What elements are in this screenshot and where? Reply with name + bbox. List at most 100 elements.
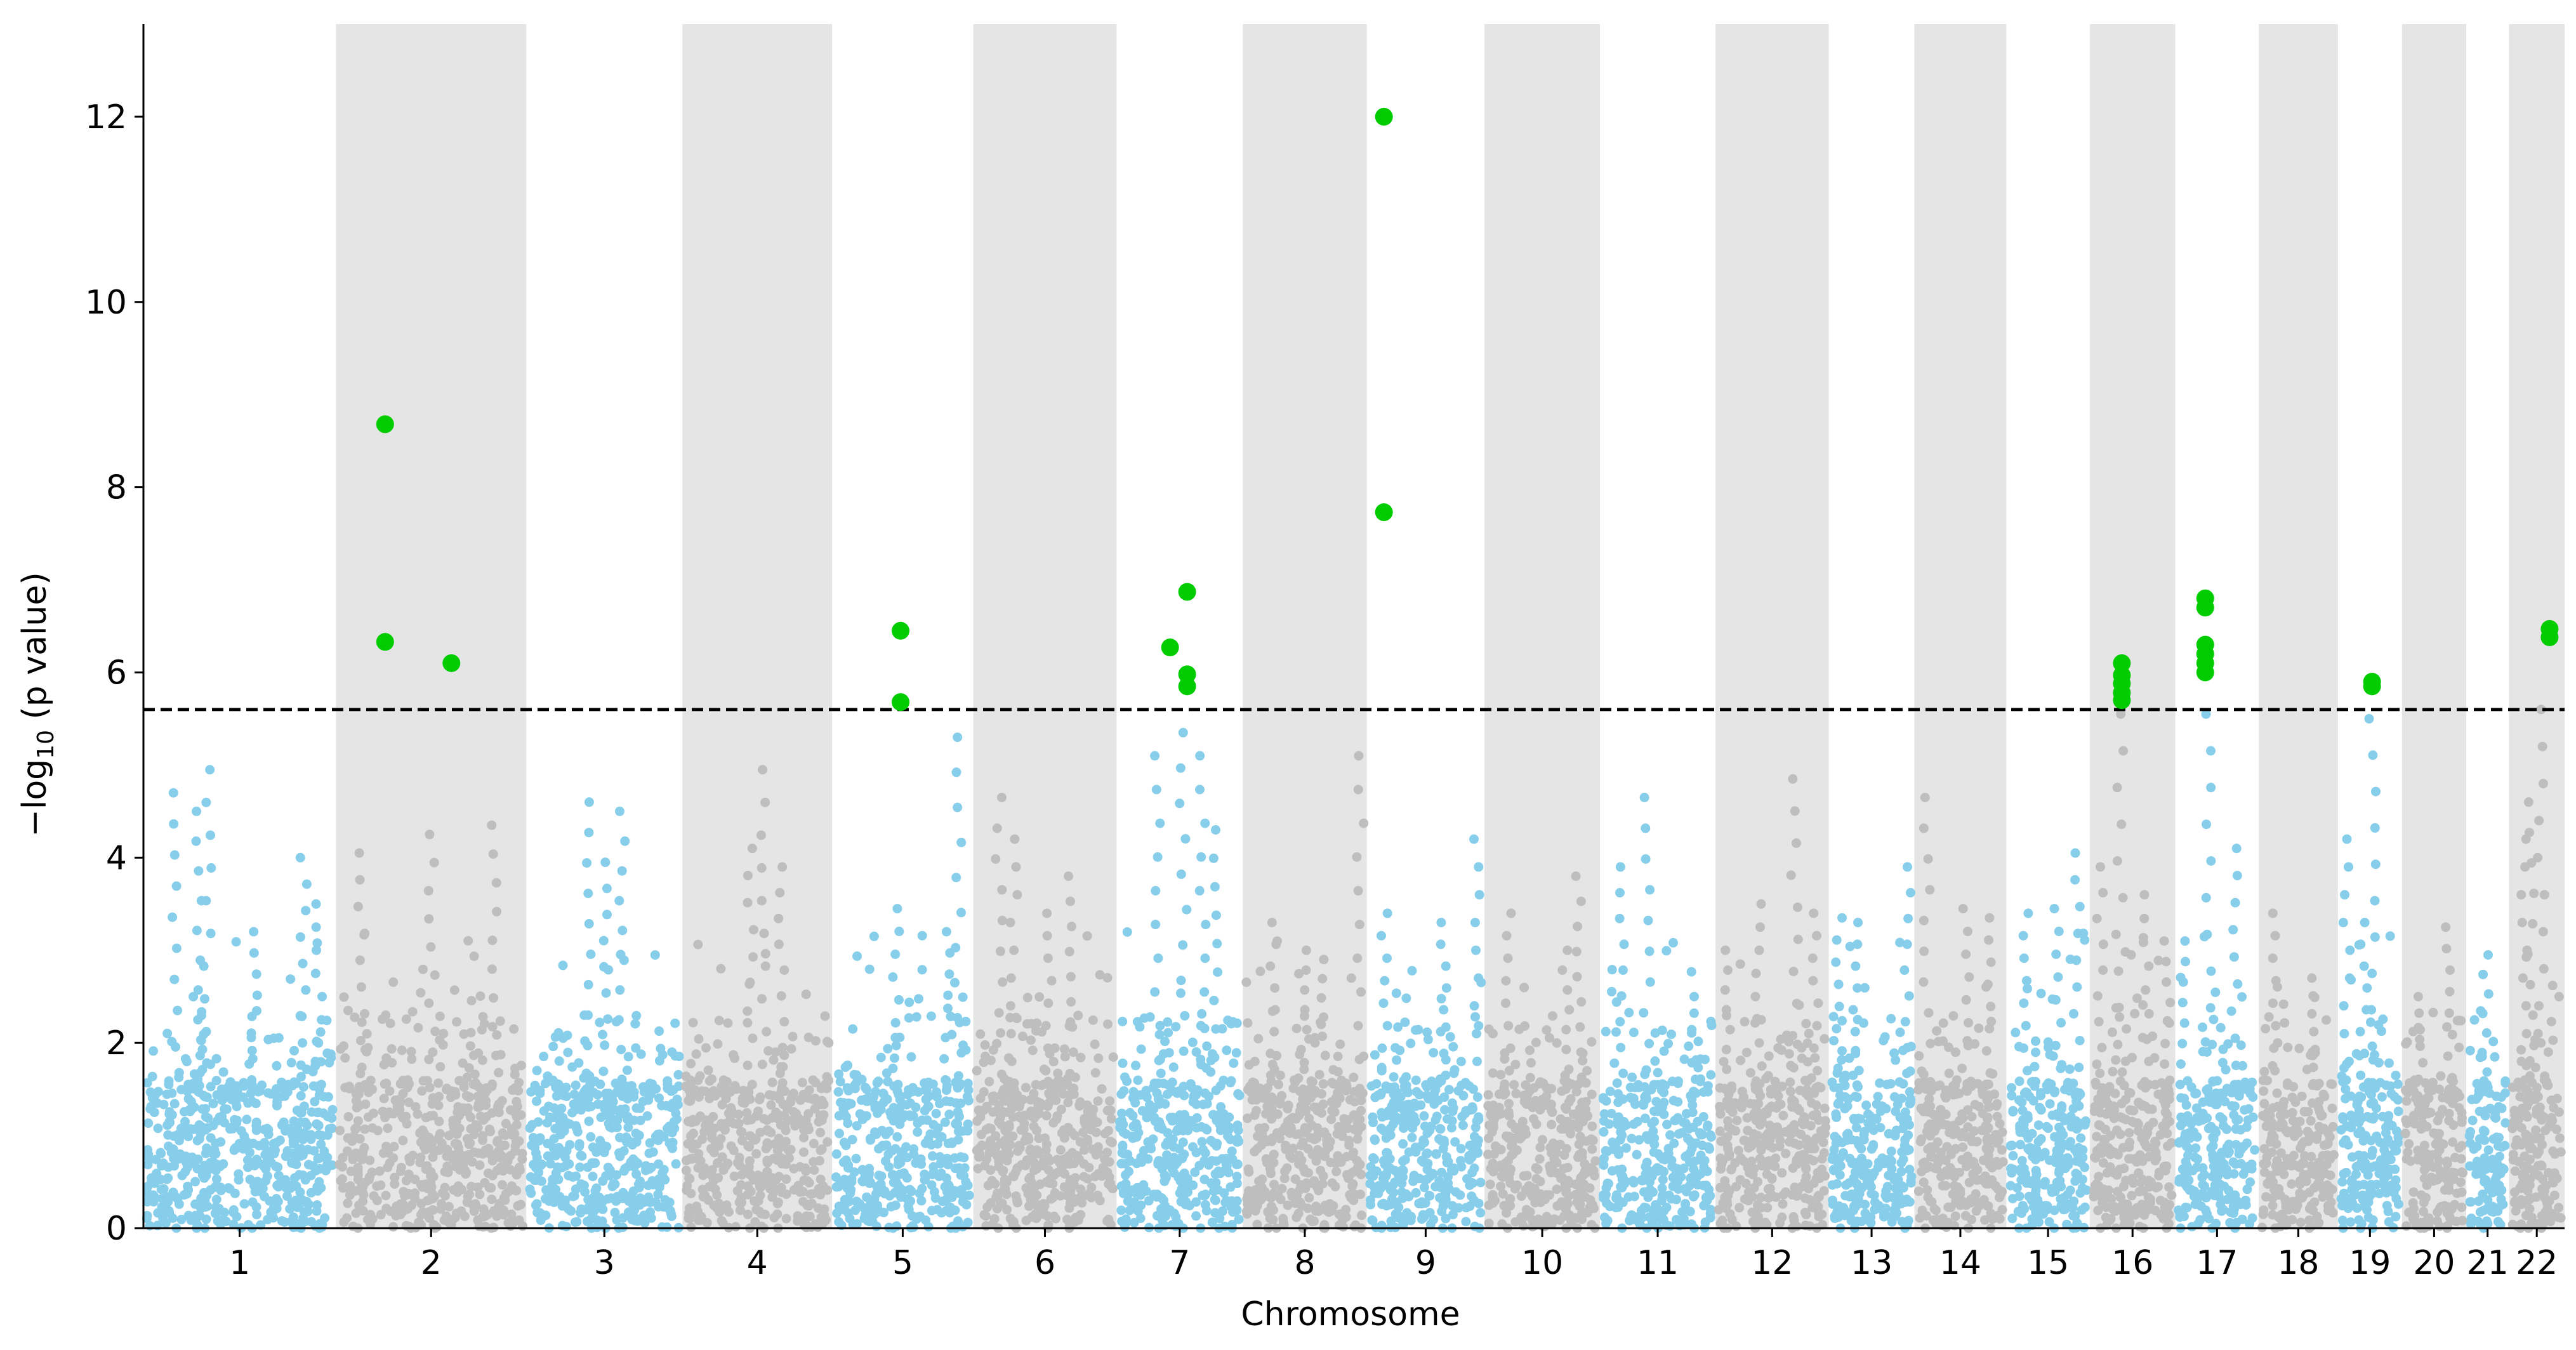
snp-point: [660, 1175, 670, 1185]
snp-point: [835, 1128, 844, 1139]
snp-peak-point: [1009, 1084, 1019, 1094]
snp-peak-point: [1382, 1201, 1392, 1211]
snp-point: [1653, 1068, 1663, 1078]
snp-point: [958, 992, 968, 1002]
snp-point: [1001, 1189, 1012, 1200]
snp-point: [202, 1167, 212, 1177]
snp-point: [840, 1062, 850, 1072]
snp-point: [176, 1085, 187, 1095]
snp-point: [651, 1084, 661, 1094]
snp-point: [1278, 1126, 1288, 1136]
chromosome-11-points: [1598, 793, 1717, 1233]
snp-peak-point: [1296, 1045, 1306, 1055]
snp-point: [1734, 1203, 1745, 1213]
snp-point: [1764, 1141, 1774, 1151]
snp-peak-point: [1618, 965, 1628, 975]
snp-point: [1476, 1177, 1486, 1188]
snp-point: [959, 1153, 969, 1163]
snp-point: [951, 1098, 961, 1108]
snp-point: [153, 1123, 163, 1134]
snp-point: [716, 963, 726, 974]
snp-peak-point: [1299, 1064, 1309, 1075]
snp-point: [395, 1097, 406, 1107]
snp-point: [418, 1125, 428, 1135]
snp-point: [1410, 1142, 1420, 1153]
snp-point: [258, 1160, 268, 1170]
snp-peak-point: [773, 1197, 783, 1207]
snp-point: [1027, 1156, 1038, 1166]
snp-point: [1460, 1108, 1470, 1118]
snp-peak-point: [1179, 1082, 1189, 1092]
snp-peak-point: [1009, 945, 1019, 955]
snp-point: [694, 1034, 704, 1044]
snp-point: [1002, 1205, 1012, 1215]
snp-point: [288, 1212, 298, 1222]
snp-peak-point: [888, 1177, 899, 1188]
snp-peak-point: [1318, 974, 1328, 984]
snp-point: [904, 997, 915, 1007]
snp-point: [1649, 1210, 1660, 1221]
snp-peak-point: [314, 1038, 324, 1048]
snp-point: [852, 1219, 862, 1229]
snp-point: [255, 1086, 265, 1096]
snp-peak-point: [1359, 818, 1369, 828]
snp-point: [639, 1087, 649, 1097]
snp-peak-point: [1685, 1207, 1695, 1217]
snp-peak-point: [1576, 1047, 1586, 1057]
snp-peak-point: [756, 863, 767, 873]
snp-point: [1398, 1156, 1408, 1166]
snp-point: [277, 1077, 287, 1087]
snp-point: [1686, 967, 1696, 977]
snp-point: [1122, 1076, 1132, 1087]
snp-point: [364, 1087, 374, 1097]
snp-point: [1128, 1198, 1138, 1208]
snp-point: [1156, 1068, 1166, 1078]
snp-point: [1453, 1086, 1463, 1096]
snp-point: [1496, 1181, 1506, 1191]
snp-point: [379, 1094, 389, 1104]
snp-point: [1346, 973, 1356, 983]
snp-point: [211, 1149, 221, 1159]
snp-point: [239, 1199, 249, 1209]
snp-point: [1118, 1016, 1128, 1026]
snp-point: [686, 1059, 696, 1069]
snp-point: [1440, 1105, 1450, 1115]
snp-point: [539, 1106, 549, 1116]
snp-peak-point: [301, 879, 312, 889]
snp-point: [1660, 1080, 1670, 1090]
snp-peak-point: [1645, 885, 1655, 895]
snp-peak-point: [1645, 977, 1655, 987]
snp-point: [1039, 1209, 1049, 1219]
snp-point: [1326, 1115, 1337, 1125]
snp-point: [816, 1127, 826, 1137]
snp-point: [1305, 1133, 1316, 1143]
snp-point: [383, 1148, 393, 1158]
snp-point: [435, 1062, 446, 1072]
snp-point: [1435, 1123, 1445, 1134]
snp-point: [1411, 1025, 1421, 1035]
snp-point: [776, 1182, 786, 1193]
snp-point: [211, 1194, 221, 1205]
snp-peak-point: [202, 1092, 212, 1102]
snp-point: [626, 1081, 637, 1091]
snp-point: [1335, 1039, 1345, 1049]
snp-peak-point: [1354, 1054, 1364, 1064]
snp-peak-point: [1005, 918, 1015, 927]
snp-point: [1255, 1085, 1265, 1095]
snp-peak-point: [1353, 784, 1363, 795]
snp-point: [786, 1093, 796, 1103]
snp-point: [928, 1167, 939, 1177]
snp-point: [1098, 1163, 1108, 1172]
snp-point: [784, 1146, 794, 1156]
snp-point: [1411, 1087, 1422, 1097]
snp-point: [1215, 1214, 1225, 1224]
snp-peak-point: [311, 899, 321, 909]
snp-point: [558, 960, 568, 970]
snp-peak-point: [1040, 1133, 1050, 1143]
snp-peak-point: [206, 1059, 216, 1069]
snp-point: [504, 1186, 514, 1196]
snp-point: [654, 1056, 664, 1066]
snp-point: [252, 1210, 261, 1220]
snp-peak-point: [1721, 1084, 1731, 1094]
snp-peak-point: [1301, 965, 1311, 975]
